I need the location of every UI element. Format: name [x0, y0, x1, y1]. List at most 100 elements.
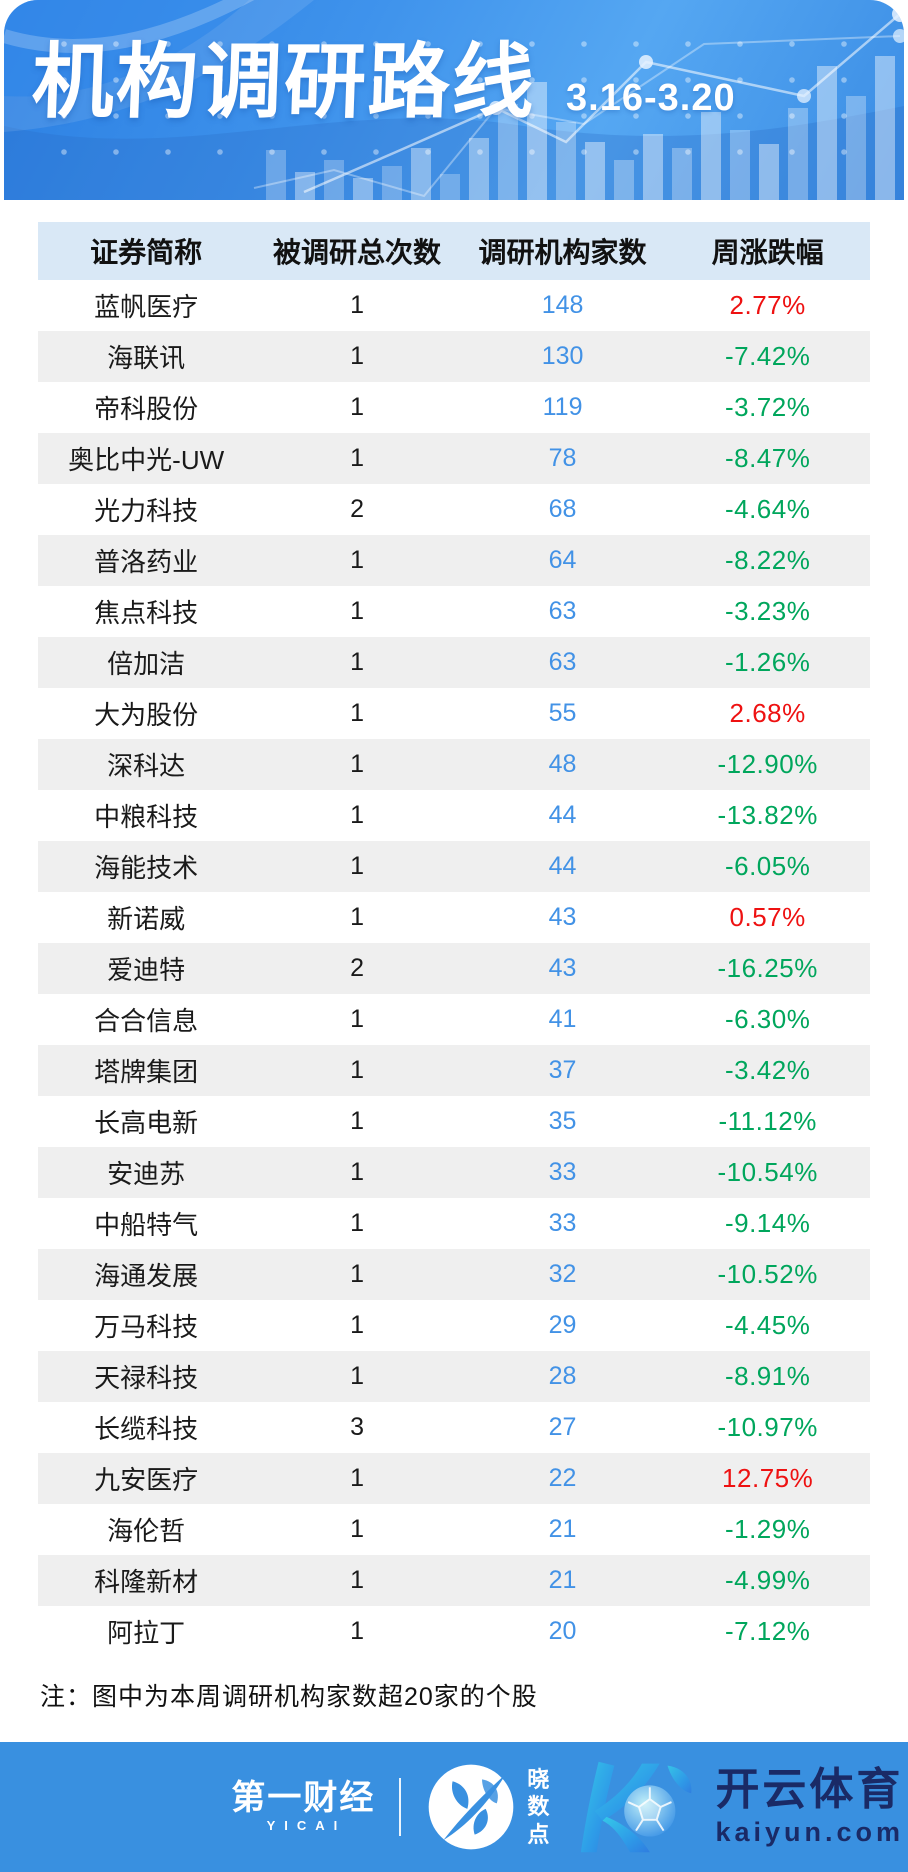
- table-row: 帝科股份 1 119 -3.72%: [38, 382, 870, 433]
- stock-name-cell: 蓝帆医疗: [94, 292, 199, 322]
- weekly-change-cell: -8.22%: [724, 545, 811, 575]
- stock-name-cell: 爱迪特: [107, 955, 186, 985]
- kaiyun-k-icon: [581, 1761, 692, 1853]
- org-count-cell: 29: [548, 1311, 577, 1339]
- org-count-cell: 63: [548, 648, 577, 676]
- table-body: 蓝帆医疗 1 148 2.77% 海联讯 1 130 -7.42% 帝科股份 1 119 -3.72%…: [38, 280, 870, 1657]
- survey-times-cell: 1: [350, 1107, 365, 1135]
- table-row: 海伦哲 1 21 -1.29%: [38, 1504, 870, 1555]
- weekly-change-cell: -1.26%: [724, 647, 811, 677]
- weekly-change-cell: -9.14%: [724, 1208, 811, 1238]
- org-count-cell: 48: [548, 750, 577, 778]
- weekly-change-cell: 0.57%: [729, 902, 806, 932]
- org-count-cell: 119: [542, 393, 583, 421]
- kaiyun-label: 开云体育 kaiyun.com: [715, 1765, 904, 1847]
- survey-times-cell: 1: [350, 1260, 365, 1288]
- stock-name-cell: 海通发展: [94, 1261, 199, 1291]
- survey-times-cell: 1: [350, 1362, 365, 1390]
- org-count-cell: 63: [548, 597, 577, 625]
- survey-times-cell: 1: [350, 291, 365, 319]
- footer-divider: [399, 1778, 402, 1836]
- weekly-change-cell: -3.72%: [724, 392, 811, 422]
- survey-times-cell: 1: [350, 699, 365, 727]
- footer-bar: 第一财经 YICAI 晓 数 点: [0, 1742, 908, 1872]
- stock-name-cell: 科隆新材: [94, 1567, 199, 1597]
- org-count-cell: 35: [548, 1107, 577, 1135]
- survey-times-cell: 1: [350, 1464, 365, 1492]
- table-row: 塔牌集团 1 37 -3.42%: [38, 1045, 870, 1096]
- org-count-cell: 21: [548, 1515, 577, 1543]
- table-row: 海联讯 1 130 -7.42%: [38, 331, 870, 382]
- survey-times-cell: 1: [350, 750, 365, 778]
- org-count-cell: 43: [548, 903, 577, 931]
- table-row: 奥比中光-UW 1 78 -8.47%: [38, 433, 870, 484]
- table-row: 海能技术 1 44 -6.05%: [38, 841, 870, 892]
- yicai-logo-text: 第一财经: [231, 1778, 376, 1817]
- org-count-cell: 22: [548, 1464, 577, 1492]
- stock-name-cell: 中粮科技: [94, 802, 199, 832]
- kaiyun-cn-text: 开云体育: [715, 1765, 904, 1815]
- survey-times-cell: 2: [350, 954, 365, 982]
- survey-times-cell: 1: [350, 342, 365, 370]
- table-header-row: 证券简称 被调研总次数 调研机构家数 周涨跌幅: [38, 222, 870, 280]
- stock-name-cell: 塔牌集团: [94, 1057, 199, 1087]
- weekly-change-cell: -10.54%: [717, 1157, 818, 1187]
- stock-name-cell: 阿拉丁: [107, 1618, 186, 1648]
- stock-name-cell: 中船特气: [94, 1210, 199, 1240]
- stock-name-cell: 大为股份: [94, 700, 199, 730]
- table-row: 爱迪特 2 43 -16.25%: [38, 943, 870, 994]
- survey-times-cell: 1: [350, 648, 365, 676]
- org-count-cell: 44: [548, 852, 577, 880]
- weekly-change-cell: -11.12%: [718, 1106, 817, 1136]
- weekly-change-cell: -10.97%: [717, 1412, 818, 1442]
- weekly-change-cell: -7.12%: [724, 1616, 811, 1646]
- date-range-label: 3.16-3.20: [566, 77, 736, 119]
- table-row: 长缆科技 3 27 -10.97%: [38, 1402, 870, 1453]
- banner-decoration: [4, 0, 904, 200]
- table-row: 安迪苏 1 33 -10.54%: [38, 1147, 870, 1198]
- org-count-cell: 28: [548, 1362, 577, 1390]
- xsd-char-3: 点: [527, 1821, 550, 1847]
- research-table: 证券简称 被调研总次数 调研机构家数 周涨跌幅 蓝帆医疗 1 148 2.77% 海联讯…: [38, 222, 870, 1657]
- weekly-change-cell: 12.75%: [722, 1463, 814, 1493]
- survey-times-cell: 2: [350, 495, 365, 523]
- survey-times-cell: 1: [350, 1617, 365, 1645]
- stock-name-cell: 新诺威: [107, 904, 186, 934]
- table-row: 海通发展 1 32 -10.52%: [38, 1249, 870, 1300]
- weekly-change-cell: -8.47%: [724, 443, 811, 473]
- table-row: 长高电新 1 35 -11.12%: [38, 1096, 870, 1147]
- banner: 机构调研路线 3.16-3.20: [4, 0, 904, 200]
- weekly-change-cell: -4.99%: [724, 1565, 811, 1595]
- org-count-cell: 44: [548, 801, 577, 829]
- weekly-change-cell: -10.52%: [717, 1259, 818, 1289]
- stock-name-cell: 万马科技: [94, 1312, 199, 1342]
- page-title: 机构调研路线: [30, 37, 538, 128]
- org-count-cell: 27: [548, 1413, 577, 1441]
- table-row: 新诺威 1 43 0.57%: [38, 892, 870, 943]
- table-row: 蓝帆医疗 1 148 2.77%: [38, 280, 870, 331]
- stock-name-cell: 光力科技: [94, 496, 199, 526]
- column-header-org-count: 调研机构家数: [478, 237, 647, 268]
- weekly-change-cell: -3.42%: [724, 1055, 811, 1085]
- survey-times-cell: 1: [350, 1056, 365, 1084]
- table-row: 科隆新材 1 21 -4.99%: [38, 1555, 870, 1606]
- weekly-change-cell: 2.77%: [729, 290, 806, 320]
- weekly-change-cell: -4.45%: [724, 1310, 811, 1340]
- org-count-cell: 41: [548, 1005, 577, 1033]
- weekly-change-cell: -3.23%: [724, 596, 811, 626]
- xiaoshudian-icon: [429, 1764, 514, 1850]
- table-row: 倍加洁 1 63 -1.26%: [38, 637, 870, 688]
- org-count-cell: 43: [548, 954, 577, 982]
- table-row: 普洛药业 1 64 -8.22%: [38, 535, 870, 586]
- weekly-change-cell: -12.90%: [717, 749, 818, 779]
- stock-name-cell: 九安医疗: [94, 1465, 199, 1495]
- kaiyun-domain-text: kaiyun.com: [715, 1816, 904, 1847]
- org-count-cell: 32: [548, 1260, 577, 1288]
- column-header-weekly-change: 周涨跌幅: [711, 237, 824, 268]
- weekly-change-cell: -7.42%: [724, 341, 811, 371]
- stock-name-cell: 安迪苏: [107, 1159, 186, 1189]
- table-row: 天禄科技 1 28 -8.91%: [38, 1351, 870, 1402]
- table-row: 焦点科技 1 63 -3.23%: [38, 586, 870, 637]
- org-count-cell: 148: [541, 291, 584, 319]
- stock-name-cell: 海联讯: [107, 343, 186, 373]
